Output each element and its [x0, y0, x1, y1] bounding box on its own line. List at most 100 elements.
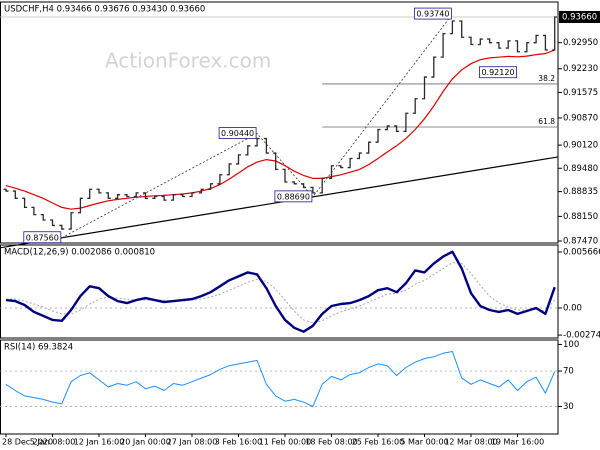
x-tick-label: 19 Mar 16:00: [491, 438, 544, 447]
price-bar: [301, 183, 307, 189]
panel-frame: [0, 244, 559, 339]
price-bar: [468, 36, 474, 46]
price-bar: [124, 194, 130, 198]
price-bar: [105, 192, 111, 199]
price-bar: [394, 125, 400, 132]
price-bar: [143, 192, 148, 199]
x-tick-label: 28 Dec 2020: [2, 438, 53, 447]
panel-frame: [0, 1, 559, 244]
price-bar: [31, 206, 37, 216]
price-bar: [384, 125, 390, 131]
price-bar: [152, 195, 158, 199]
indicator-line: [6, 262, 556, 324]
price-bar: [198, 188, 204, 194]
price-bar: [310, 186, 316, 194]
price-bar: [338, 165, 344, 169]
y-tick-label: 30: [563, 402, 574, 412]
price-bar: [449, 20, 455, 35]
price-bar: [12, 190, 18, 199]
annotation-box: [479, 66, 517, 79]
price-bar: [263, 137, 269, 154]
price-bar: [77, 197, 83, 214]
y-tick-label: -0.002741: [563, 331, 600, 341]
price-bar: [524, 42, 530, 53]
price-bar: [422, 76, 427, 100]
annotation-label: 0.93740: [416, 10, 449, 19]
price-bar: [133, 192, 139, 198]
price-bar: [505, 40, 511, 49]
y-tick-label: 0.005666: [563, 247, 600, 257]
annotation-label: 0.90440: [221, 129, 254, 138]
annotation-label: 0.92120: [481, 68, 514, 77]
y-tick-label: 0.00: [563, 303, 582, 313]
price-bar: [319, 177, 325, 194]
zigzag: [61, 13, 453, 239]
price-bar: [356, 152, 362, 160]
price-bar: [487, 38, 493, 44]
watermark: ActionForex.com: [105, 49, 271, 73]
price-bar: [329, 165, 334, 180]
y-tick-label: 0.91575: [563, 88, 598, 98]
price-bar: [366, 141, 372, 154]
y-tick-label: 0.88150: [563, 212, 598, 222]
x-tick-label: 18 Feb 08:00: [305, 438, 357, 447]
price-bar: [226, 163, 232, 176]
price-bar: [254, 137, 260, 147]
x-tick-label: 12 Mar 08:00: [444, 438, 497, 447]
price-bar: [3, 188, 9, 192]
price-bar: [245, 145, 251, 156]
x-tick-label: 20 Jan 00:00: [120, 438, 171, 447]
annotation-box: [218, 127, 257, 139]
x-tick-label: 11 Feb 00:00: [259, 438, 311, 447]
price-bar: [68, 212, 74, 230]
price-bar: [87, 188, 93, 199]
chart-header: USDCHF,H4 0.93466 0.93676 0.93430 0.9366…: [4, 5, 205, 15]
y-tick-label: 0.90870: [563, 113, 598, 123]
y-tick-label: 0.90120: [563, 141, 598, 151]
price-bar: [217, 174, 223, 185]
annotation-box: [413, 7, 452, 20]
price-bar: [236, 154, 241, 165]
indicator-line: [5, 351, 556, 407]
price-bar: [273, 152, 279, 170]
trendline: [0, 156, 559, 249]
x-tick-label: 5 Mar 00:00: [400, 438, 448, 447]
price-bar: [515, 40, 520, 53]
price-bar: [403, 112, 409, 132]
x-tick-label: 27 Jan 08:00: [167, 438, 218, 447]
y-tick-label: 0.88835: [563, 187, 598, 197]
price-bar: [180, 194, 186, 198]
price-bar: [115, 194, 121, 199]
x-tick-label: 12 Jan 16:00: [74, 438, 125, 447]
price-bar: [496, 42, 502, 49]
y-tick-label: 70: [563, 367, 574, 377]
price-bar: [347, 157, 353, 169]
moving-average: [5, 49, 555, 210]
indicator-label: MACD(12,26,9) 0.002086 0.000810: [4, 248, 155, 258]
x-tick-label: 25 Feb 16:00: [352, 438, 404, 447]
annotation-box: [23, 231, 62, 244]
annotation-box: [274, 190, 313, 203]
price-bar: [431, 56, 437, 78]
last-price-label: 0.93660: [562, 12, 597, 22]
price-bar: [22, 197, 28, 209]
price-bar: [542, 34, 548, 51]
price-bar: [291, 181, 297, 185]
annotation-label: 0.87560: [26, 233, 59, 242]
x-tick-label: 3 Feb 16:00: [215, 438, 262, 447]
indicator-line: [5, 250, 556, 333]
y-tick-label: 100: [563, 340, 579, 350]
price-bar: [282, 168, 288, 183]
price-bar: [412, 98, 418, 114]
price-bar: [459, 20, 465, 38]
price-bar: [440, 32, 446, 58]
y-tick-label: 0.92230: [563, 64, 598, 74]
x-tick-label: 5 Jan 08:00: [30, 438, 76, 447]
price-bar: [96, 188, 102, 194]
last-price-box: [559, 10, 600, 23]
price-bar: [552, 16, 558, 51]
indicator-label: RSI(14) 69.3824: [4, 343, 73, 353]
price-bar: [161, 195, 167, 201]
